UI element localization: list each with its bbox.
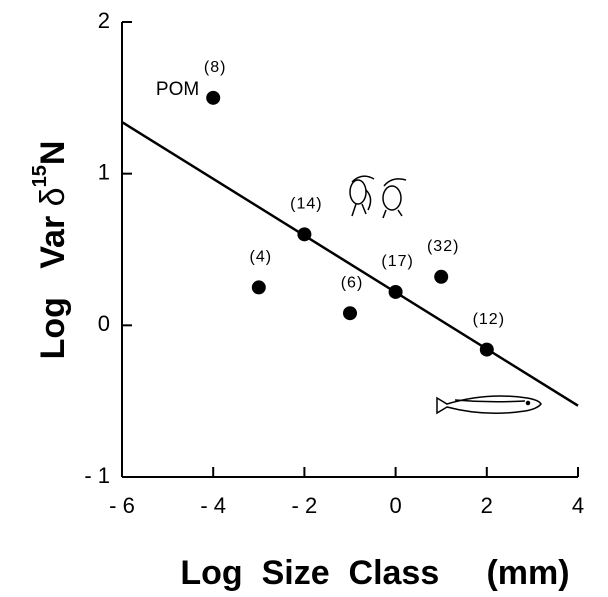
point [434,269,449,284]
y-tick-label: 2 [98,8,110,33]
x-tick-label: - 2 [292,493,318,518]
point-label: (14) [290,196,322,213]
x-axis-label: Log Size Class (mm) [180,554,569,592]
x-tick-label: 2 [481,493,493,518]
x-tick-label: - 4 [200,493,226,518]
y-tick-label: - 1 [84,463,110,488]
point [251,280,266,295]
point-label: (6) [341,274,364,291]
point [388,284,403,299]
x-tick-label: 0 [389,493,401,518]
point-label: (12) [473,311,505,328]
x-tick-label: 4 [572,493,584,518]
point-name: POM [156,79,199,100]
point-label: (17) [381,253,413,270]
copepod-icons [349,175,407,219]
y-label-main: Log Var [34,206,72,359]
fit-line [121,121,579,407]
point [479,342,494,357]
y-label-sup: 15 [29,165,51,187]
point [206,90,221,105]
point [297,227,312,242]
y-tick-label: 0 [98,311,110,336]
y-tick-label: 1 [98,159,110,184]
y-label-delta: δ [34,187,72,206]
point-label: (32) [427,238,459,255]
x-tick-label: - 6 [109,493,135,518]
fish-icon [436,395,542,415]
y-axis-label: Log Var δ15N [29,141,72,360]
point-label: (4) [250,249,273,266]
point-label: (8) [204,59,227,76]
point [343,306,357,321]
y-label-end: N [34,141,72,166]
